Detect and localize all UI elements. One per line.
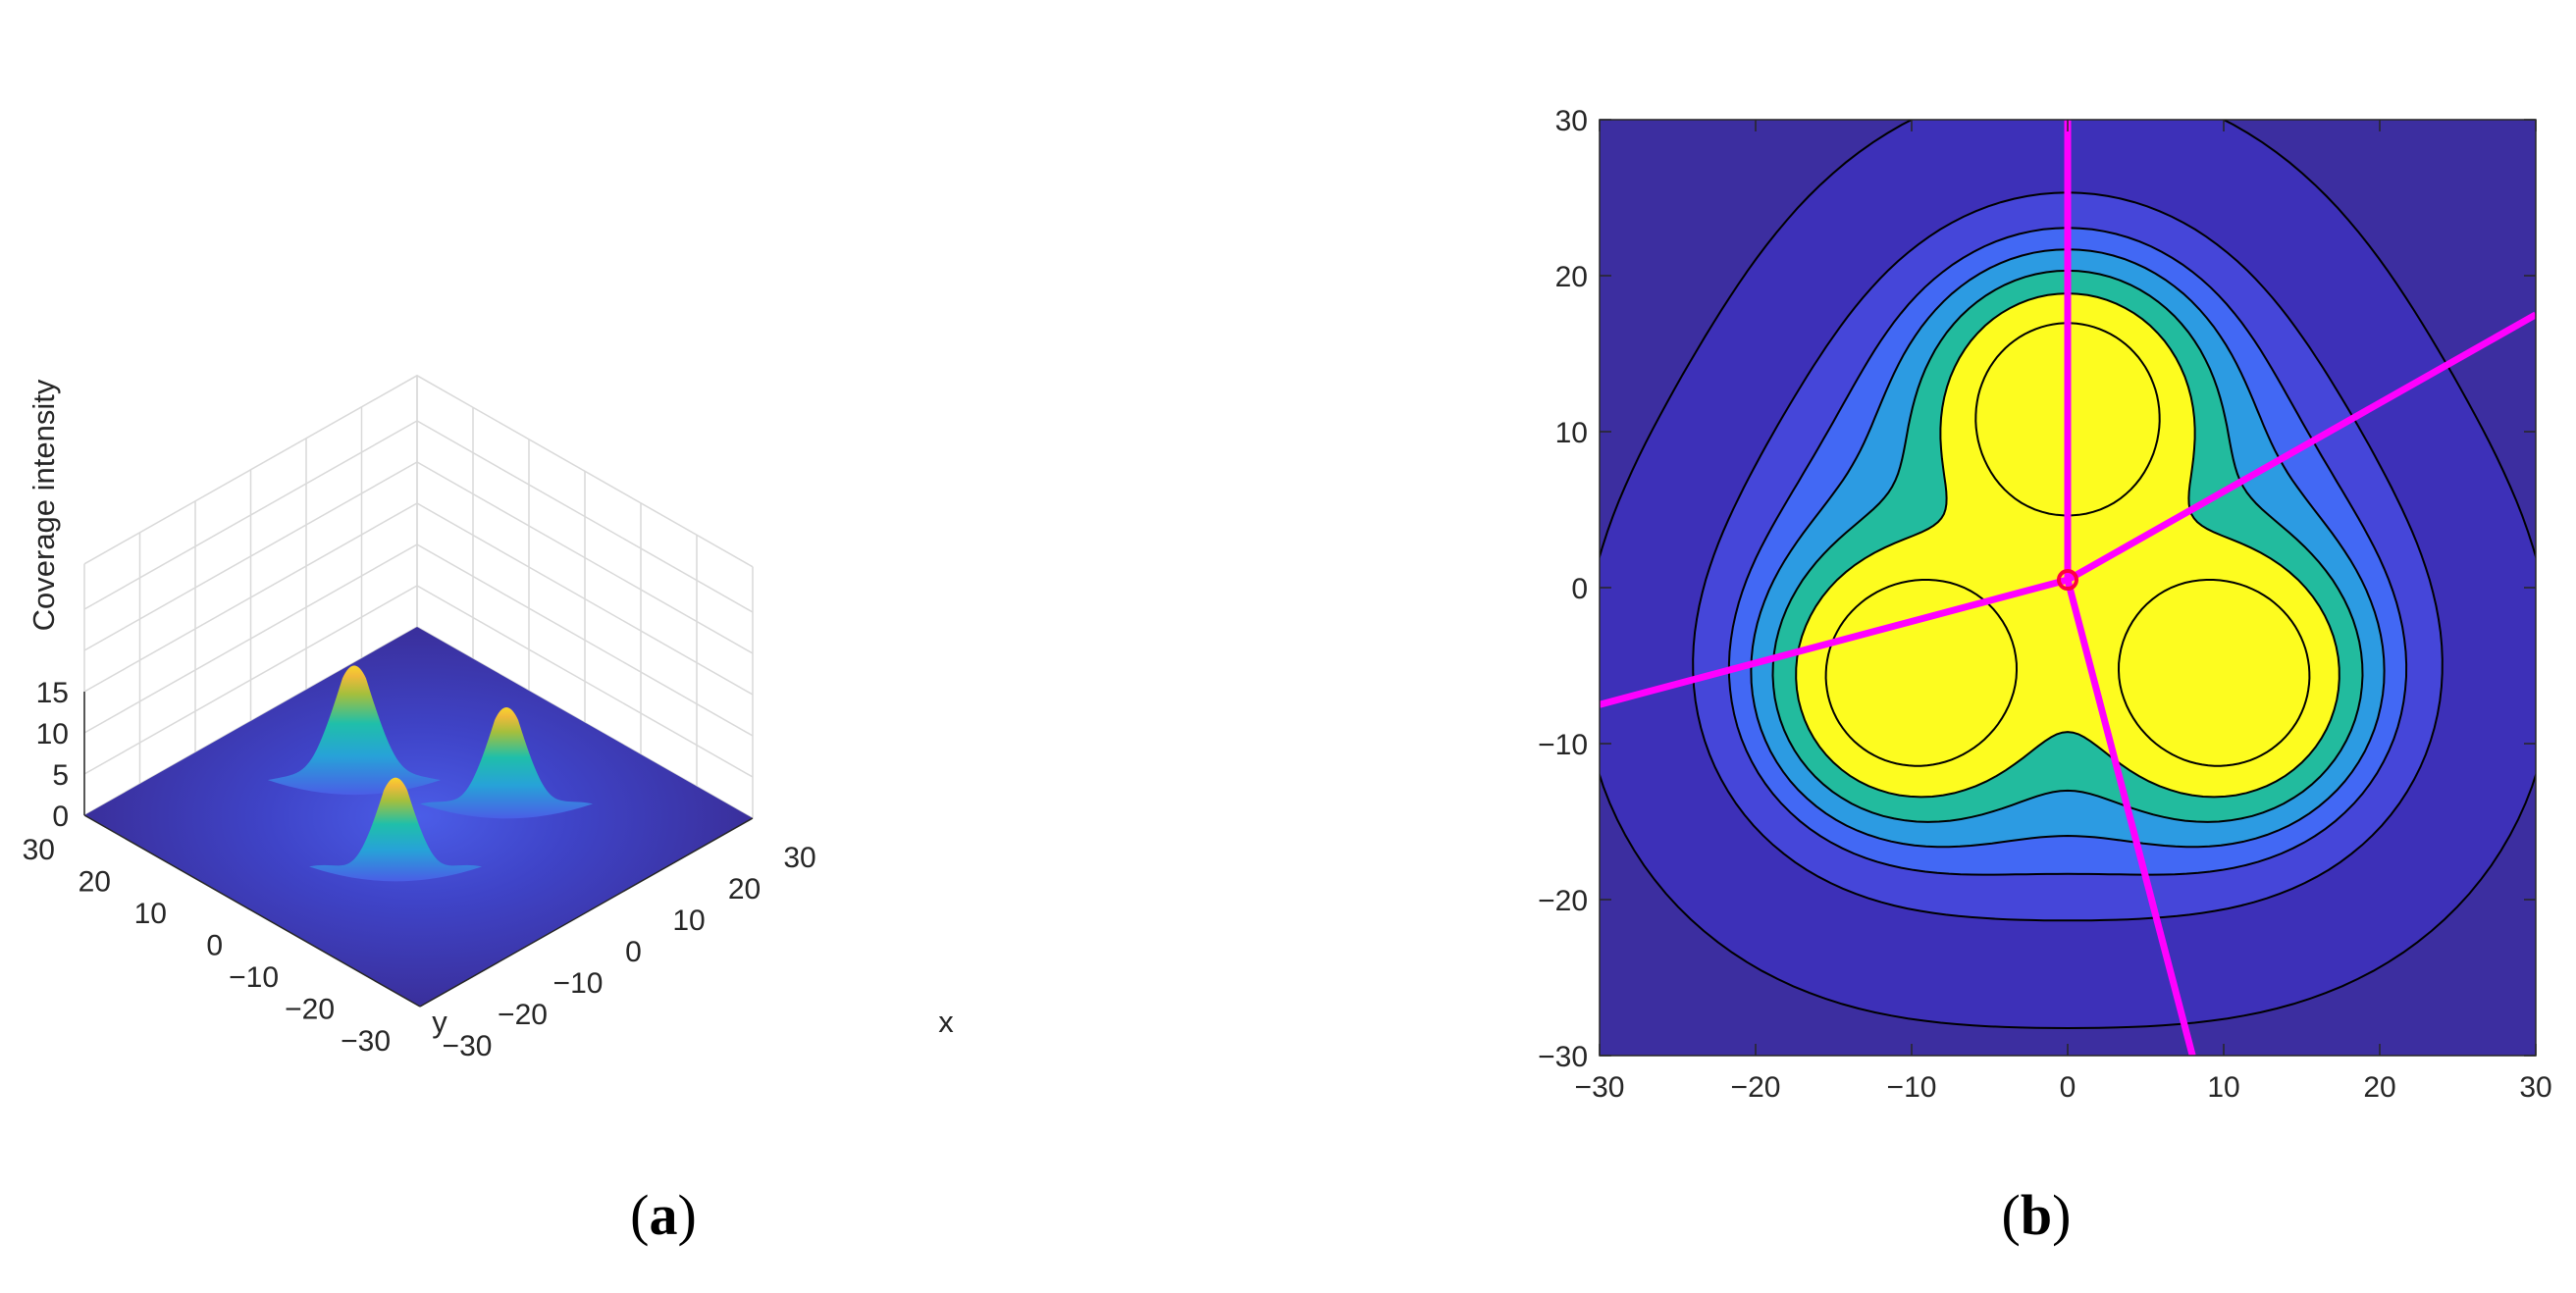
z-tick-label: 15 [36, 677, 69, 709]
x-tick-label: 0 [2060, 1071, 2077, 1104]
x-tick-label: 10 [672, 905, 705, 937]
grid-line [83, 585, 754, 778]
z-tick-label: 10 [36, 718, 69, 750]
tick-labels: −30 −20 −10 0 10 20 30 −30 −20 −10 0 10 20 30 [1538, 105, 2552, 1104]
x-tick-label: 10 [2207, 1071, 2239, 1104]
y-tick-label: −30 [1538, 1041, 1588, 1073]
centroid-marker [2057, 569, 2078, 592]
grid-line [83, 461, 754, 654]
y-tick-label: −20 [1538, 885, 1588, 917]
y-tick-label: −20 [285, 994, 335, 1026]
x-axis-label: x [938, 1005, 954, 1039]
partition-lines [1600, 120, 2536, 1056]
panel-label-a: (a) [630, 1183, 697, 1247]
y-axis-line [83, 814, 421, 1008]
z-tick-label: 5 [52, 759, 69, 792]
surface-peak [420, 707, 594, 819]
contour-fills [1600, 120, 2536, 1056]
x-tick-label: 20 [728, 873, 761, 905]
partition-line [1600, 576, 2069, 708]
z-axis-label: Coverage intensity [26, 379, 61, 631]
panel-b-contour-plot: −30 −20 −10 0 10 20 30 −30 −20 −10 0 10 20 30 [1538, 105, 2552, 1104]
y-tick-label: 10 [134, 898, 167, 930]
partition-line [2066, 311, 2536, 584]
y-tick-label: 30 [1555, 105, 1588, 137]
contour-region [1824, 579, 2019, 767]
z-tick-label: 0 [52, 801, 69, 833]
grid-line [83, 420, 754, 613]
y-tick-label: 20 [79, 866, 111, 899]
y-tick-label: −30 [341, 1025, 391, 1058]
x-tick-label: −30 [1575, 1071, 1625, 1104]
partition-line [2064, 579, 2196, 1056]
surface-base [83, 627, 754, 1008]
surface-peaks [267, 665, 594, 882]
surface-peak [267, 665, 441, 796]
x-tick-label: 30 [783, 842, 815, 874]
y-tick-label: 20 [1555, 261, 1588, 293]
surface-peak [309, 777, 483, 882]
x-axis-line [419, 817, 754, 1008]
x-tick-label: 30 [2519, 1071, 2551, 1104]
x-tick-label: 20 [2363, 1071, 2395, 1104]
x-tick-label: −20 [498, 999, 548, 1031]
x-tick-label: −20 [1731, 1071, 1781, 1104]
x-tick-label: −30 [443, 1030, 493, 1062]
y-tick-label: −10 [1538, 729, 1588, 761]
grid-line [83, 374, 754, 568]
y-axis-label: y [432, 1005, 447, 1039]
surface-floor [84, 627, 753, 1007]
y-tick-label: 0 [206, 930, 223, 962]
x-tick-label: −10 [553, 967, 604, 1000]
y-tick-label: −10 [229, 961, 279, 994]
panel-label-b: (b) [2002, 1183, 2072, 1247]
grid-line [83, 502, 754, 696]
y-tick-label: 10 [1555, 417, 1588, 449]
y-tick-label: 30 [23, 834, 55, 866]
x-tick-label: −10 [1887, 1071, 1937, 1104]
y-tick-label: 0 [1571, 573, 1588, 605]
grid-line [83, 543, 754, 737]
contour-region [2117, 579, 2311, 767]
grid-lines [83, 374, 754, 819]
x-tick-label: 0 [625, 936, 642, 968]
